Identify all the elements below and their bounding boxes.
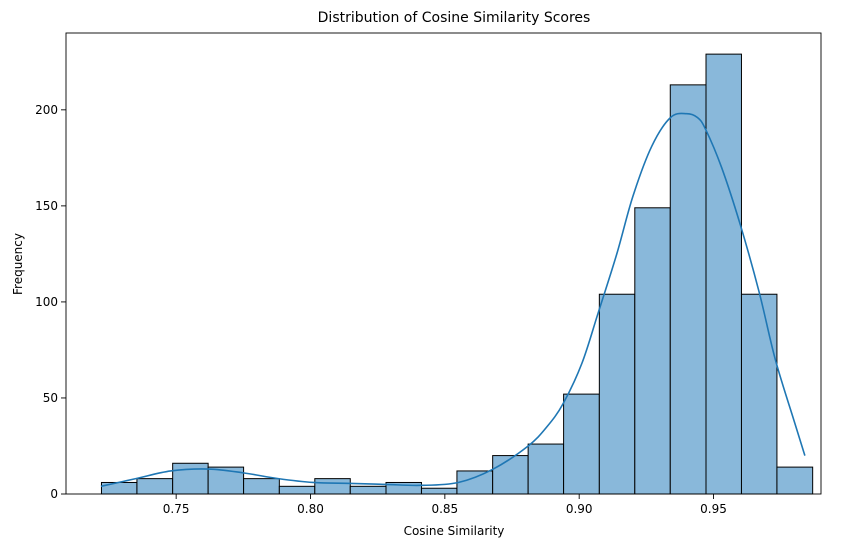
histogram-bar [172, 462, 209, 495]
histogram-bar [278, 485, 316, 495]
y-tick-label: 0 [50, 487, 58, 501]
x-tick-label: 0.90 [566, 502, 593, 516]
histogram-bar [420, 487, 458, 495]
histogram-bar [100, 481, 138, 495]
plot-frame [65, 32, 822, 495]
x-tick-label: 0.95 [700, 502, 727, 516]
histogram-bar [349, 485, 387, 495]
x-axis-label: Cosine Similarity [404, 524, 505, 538]
histogram-bar [776, 466, 814, 495]
bars-group [100, 53, 814, 495]
x-axis-ticks: 0.75 0.80 0.85 0.90 0.95 [163, 494, 727, 516]
x-tick-label: 0.80 [297, 502, 324, 516]
histogram-bar [740, 293, 778, 495]
y-tick-label: 150 [35, 199, 58, 213]
x-tick-label: 0.85 [431, 502, 458, 516]
histogram-bar [314, 478, 351, 495]
histogram-bar [492, 455, 529, 495]
histogram-bar [705, 53, 742, 495]
y-axis-ticks: 0 50 100 150 200 [35, 103, 66, 501]
histogram-bar [136, 478, 174, 495]
histogram-bar [456, 470, 494, 495]
x-tick-label: 0.75 [163, 502, 190, 516]
y-axis-label: Frequency [11, 233, 25, 295]
y-tick-label: 200 [35, 103, 58, 117]
histogram-bar [243, 478, 280, 495]
histogram-bar [634, 207, 671, 495]
histogram-bar [563, 393, 600, 495]
histogram-bar [669, 84, 707, 495]
kde-line [100, 112, 806, 488]
y-tick-label: 100 [35, 295, 58, 309]
histogram-bar [527, 443, 565, 495]
y-tick-label: 50 [43, 391, 58, 405]
chart-title: Distribution of Cosine Similarity Scores [318, 10, 591, 26]
histogram-bar [598, 293, 636, 495]
